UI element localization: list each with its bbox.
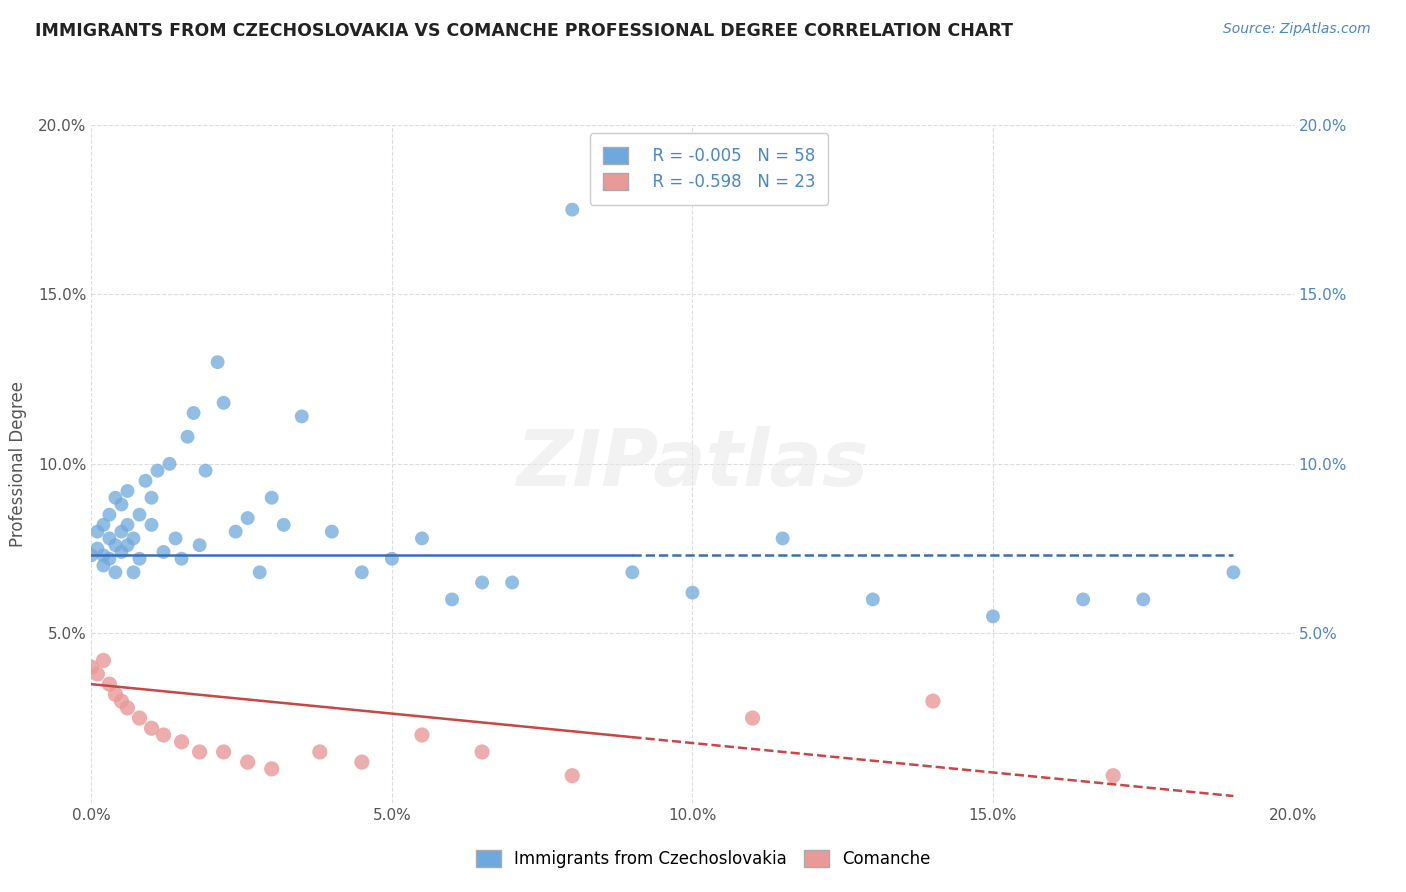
- Point: [93, 558, 115, 573]
- Point: [981, 609, 1004, 624]
- Point: [93, 517, 115, 532]
- Point: [110, 545, 132, 559]
- Text: Source: ZipAtlas.com: Source: ZipAtlas.com: [1223, 22, 1371, 37]
- Point: [249, 566, 271, 580]
- Point: [260, 491, 283, 505]
- Point: [159, 457, 181, 471]
- Point: [98, 508, 121, 522]
- Point: [104, 538, 127, 552]
- Point: [134, 474, 156, 488]
- Point: [98, 532, 121, 546]
- Point: [308, 745, 330, 759]
- Point: [411, 532, 433, 546]
- Point: [110, 694, 132, 708]
- Y-axis label: Professional Degree: Professional Degree: [8, 381, 27, 547]
- Point: [117, 483, 139, 498]
- Point: [104, 491, 127, 505]
- Point: [98, 677, 121, 691]
- Point: [122, 532, 145, 546]
- Point: [772, 532, 794, 546]
- Point: [122, 566, 145, 580]
- Point: [98, 551, 121, 566]
- Point: [86, 541, 108, 556]
- Point: [381, 551, 404, 566]
- Point: [104, 566, 127, 580]
- Point: [188, 745, 211, 759]
- Point: [273, 517, 295, 532]
- Point: [621, 566, 644, 580]
- Point: [212, 396, 235, 410]
- Point: [194, 464, 217, 478]
- Point: [104, 687, 127, 701]
- Point: [236, 511, 259, 525]
- Point: [110, 498, 132, 512]
- Point: [188, 538, 211, 552]
- Point: [93, 653, 115, 667]
- Point: [117, 701, 139, 715]
- Point: [152, 545, 174, 559]
- Point: [291, 409, 314, 424]
- Point: [321, 524, 343, 539]
- Point: [501, 575, 523, 590]
- Legend: Immigrants from Czechoslovakia, Comanche: Immigrants from Czechoslovakia, Comanche: [470, 843, 936, 875]
- Point: [86, 524, 108, 539]
- Point: [93, 549, 115, 563]
- Point: [128, 551, 150, 566]
- Point: [165, 532, 187, 546]
- Point: [471, 745, 494, 759]
- Point: [561, 769, 583, 783]
- Point: [110, 524, 132, 539]
- Legend:   R = -0.005   N = 58,   R = -0.598   N = 23: R = -0.005 N = 58, R = -0.598 N = 23: [591, 133, 828, 204]
- Point: [176, 430, 198, 444]
- Point: [80, 549, 103, 563]
- Point: [141, 491, 163, 505]
- Point: [862, 592, 884, 607]
- Point: [152, 728, 174, 742]
- Point: [141, 721, 163, 735]
- Point: [741, 711, 763, 725]
- Text: IMMIGRANTS FROM CZECHOSLOVAKIA VS COMANCHE PROFESSIONAL DEGREE CORRELATION CHART: IMMIGRANTS FROM CZECHOSLOVAKIA VS COMANC…: [35, 22, 1014, 40]
- Point: [440, 592, 463, 607]
- Text: ZIPatlas: ZIPatlas: [516, 425, 869, 502]
- Point: [170, 551, 193, 566]
- Point: [146, 464, 169, 478]
- Point: [183, 406, 205, 420]
- Point: [128, 508, 150, 522]
- Point: [561, 202, 583, 217]
- Point: [141, 517, 163, 532]
- Point: [128, 711, 150, 725]
- Point: [207, 355, 229, 369]
- Point: [260, 762, 283, 776]
- Point: [170, 735, 193, 749]
- Point: [681, 585, 703, 599]
- Point: [1132, 592, 1154, 607]
- Point: [117, 517, 139, 532]
- Point: [1222, 566, 1244, 580]
- Point: [350, 755, 373, 769]
- Point: [225, 524, 247, 539]
- Point: [471, 575, 494, 590]
- Point: [350, 566, 373, 580]
- Point: [922, 694, 945, 708]
- Point: [1071, 592, 1094, 607]
- Point: [80, 660, 103, 674]
- Point: [117, 538, 139, 552]
- Point: [1102, 769, 1125, 783]
- Point: [212, 745, 235, 759]
- Point: [236, 755, 259, 769]
- Point: [86, 667, 108, 681]
- Point: [411, 728, 433, 742]
